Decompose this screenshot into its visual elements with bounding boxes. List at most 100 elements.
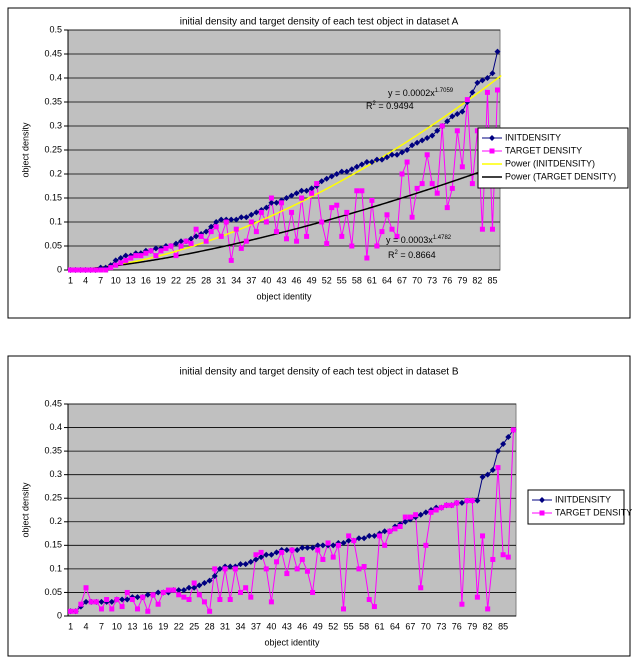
init-marker bbox=[368, 159, 375, 165]
target-marker bbox=[186, 597, 192, 603]
equation-superscript: 1.7059 bbox=[435, 88, 454, 94]
init-marker bbox=[293, 190, 300, 197]
init-marker bbox=[180, 587, 187, 594]
trend-equation: R2 = 0.8664 bbox=[388, 250, 436, 261]
target-marker bbox=[474, 128, 480, 134]
target-marker bbox=[274, 559, 280, 565]
target-marker bbox=[238, 589, 244, 595]
legend-label: Power (INITDENSITY) bbox=[505, 158, 595, 168]
y-tick-label: 0.2 bbox=[49, 168, 62, 178]
init-marker bbox=[417, 511, 424, 518]
target-marker bbox=[485, 606, 491, 612]
target-marker bbox=[459, 164, 465, 170]
target-marker bbox=[464, 498, 470, 504]
init-marker bbox=[248, 211, 255, 218]
target-marker bbox=[124, 589, 130, 595]
init-marker bbox=[211, 572, 218, 579]
target-marker bbox=[138, 253, 144, 259]
x-tick-label: 28 bbox=[201, 275, 211, 285]
target-marker bbox=[495, 465, 501, 471]
init-marker bbox=[238, 214, 245, 221]
init-marker bbox=[268, 199, 275, 206]
init-marker bbox=[404, 147, 411, 153]
target-marker bbox=[438, 505, 444, 511]
target-marker bbox=[489, 226, 495, 232]
target-marker bbox=[394, 233, 400, 239]
target-marker bbox=[294, 238, 300, 244]
init-marker bbox=[424, 135, 431, 141]
target-marker bbox=[434, 190, 440, 196]
init-marker bbox=[117, 255, 124, 261]
init-marker bbox=[134, 594, 141, 601]
x-tick-label: 76 bbox=[442, 275, 452, 285]
x-tick-label: 85 bbox=[498, 621, 508, 631]
x-tick-label: 64 bbox=[382, 275, 392, 285]
target-marker bbox=[243, 238, 249, 244]
target-marker bbox=[335, 542, 341, 548]
x-tick-label: 73 bbox=[436, 621, 446, 631]
x-tick-label: 46 bbox=[297, 621, 307, 631]
x-tick-label: 4 bbox=[84, 621, 89, 631]
init-marker bbox=[283, 195, 290, 201]
init-marker bbox=[343, 168, 350, 175]
init-marker bbox=[283, 547, 290, 554]
target-marker bbox=[160, 589, 166, 595]
x-tick-label: 49 bbox=[307, 275, 317, 285]
target-marker bbox=[284, 236, 290, 242]
init-marker bbox=[328, 173, 335, 180]
target-marker bbox=[433, 507, 439, 513]
legend-marker bbox=[539, 510, 545, 516]
init-marker bbox=[152, 245, 159, 252]
target-marker bbox=[232, 566, 238, 572]
target-marker bbox=[424, 152, 430, 158]
init-marker bbox=[309, 544, 316, 551]
target-marker bbox=[444, 205, 450, 211]
init-marker bbox=[484, 471, 491, 478]
init-marker bbox=[434, 127, 441, 134]
x-tick-label: 25 bbox=[186, 275, 196, 285]
init-marker bbox=[196, 582, 203, 589]
x-tick-label: 16 bbox=[141, 275, 151, 285]
target-marker bbox=[320, 556, 326, 562]
target-marker bbox=[289, 547, 295, 553]
y-tick-label: 0.4 bbox=[49, 422, 62, 432]
y-tick-label: 0.5 bbox=[49, 24, 62, 34]
plot-area bbox=[67, 403, 517, 617]
init-marker bbox=[373, 156, 380, 163]
chart-title: initial density and target density of ea… bbox=[179, 367, 458, 378]
target-marker bbox=[114, 597, 120, 603]
x-tick-label: 43 bbox=[276, 275, 286, 285]
target-marker bbox=[389, 226, 395, 232]
y-tick-label: 0.3 bbox=[49, 469, 62, 479]
target-marker bbox=[188, 241, 194, 247]
x-tick-label: 7 bbox=[99, 621, 104, 631]
target-marker bbox=[233, 226, 239, 232]
target-marker bbox=[191, 580, 197, 586]
equation-superscript: 2 bbox=[395, 250, 399, 256]
target-marker bbox=[88, 599, 94, 605]
target-marker bbox=[346, 533, 352, 539]
init-marker bbox=[233, 216, 240, 223]
x-tick-label: 82 bbox=[472, 275, 482, 285]
init-marker bbox=[505, 433, 512, 440]
init-marker bbox=[394, 151, 401, 158]
x-tick-label: 64 bbox=[390, 621, 400, 631]
init-marker bbox=[340, 539, 347, 546]
init-marker bbox=[112, 257, 119, 264]
target-marker bbox=[464, 97, 470, 103]
equation-text: y = 0.0002x bbox=[388, 88, 435, 98]
x-tick-label: 55 bbox=[344, 621, 354, 631]
x-tick-label: 34 bbox=[235, 621, 245, 631]
target-marker bbox=[273, 229, 279, 235]
x-tick-label: 58 bbox=[352, 275, 362, 285]
target-marker bbox=[304, 568, 310, 574]
x-tick-label: 37 bbox=[251, 621, 261, 631]
x-tick-label: 16 bbox=[143, 621, 153, 631]
x-tick-label: 1 bbox=[68, 621, 73, 631]
target-marker bbox=[279, 549, 285, 555]
target-marker bbox=[474, 594, 480, 600]
target-marker bbox=[128, 255, 134, 261]
x-tick-label: 13 bbox=[126, 275, 136, 285]
trend-equation: y = 0.0003x1.4782 bbox=[386, 235, 452, 246]
x-tick-label: 22 bbox=[174, 621, 184, 631]
